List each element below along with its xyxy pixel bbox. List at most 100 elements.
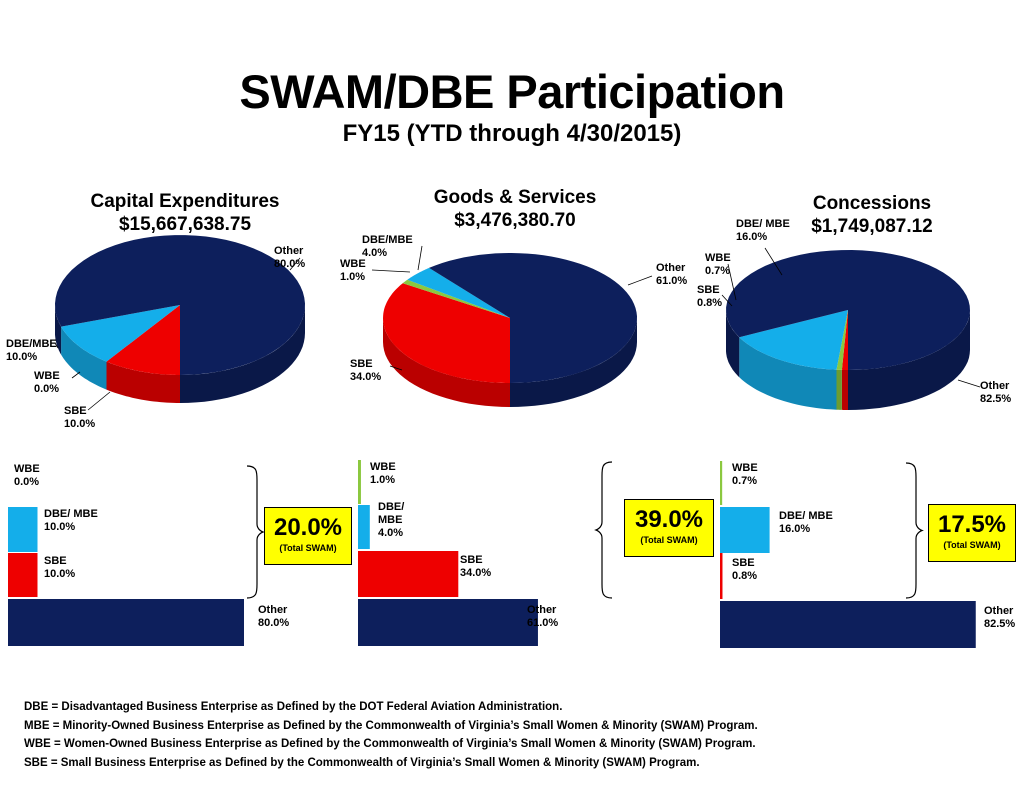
leader-line bbox=[71, 371, 81, 379]
bar-wbe bbox=[358, 460, 361, 504]
bar-label: DBE/ MBE 10.0% bbox=[44, 508, 98, 533]
bar-label: DBE/ MBE 16.0% bbox=[779, 510, 833, 535]
pie-slice-side bbox=[848, 310, 970, 410]
leader-line bbox=[289, 257, 301, 271]
pie-slice bbox=[739, 310, 848, 370]
slice-label-sbe: SBE 34.0% bbox=[350, 358, 381, 384]
slice-label-name: SBE bbox=[64, 405, 87, 417]
bracket bbox=[246, 465, 265, 599]
bracket bbox=[905, 462, 924, 599]
leader-line bbox=[417, 245, 423, 271]
slice-label-name: Other bbox=[656, 262, 686, 274]
footnote-wbe: WBE = Women-Owned Business Enterprise as… bbox=[24, 738, 756, 750]
chart-amount: $1,749,087.12 bbox=[811, 216, 933, 237]
leader-line bbox=[727, 263, 737, 301]
pie-slice-side bbox=[841, 369, 848, 410]
leader-line bbox=[371, 269, 411, 273]
slice-label-value: 0.7% bbox=[705, 265, 731, 277]
slice-label-value: 1.0% bbox=[340, 271, 366, 283]
bar-other bbox=[720, 601, 976, 648]
footnotes: DBE = Disadvantaged Business Enterprise … bbox=[24, 698, 758, 772]
slice-label-value: 16.0% bbox=[736, 231, 768, 243]
page-subtitle: FY15 (YTD through 4/30/2015) bbox=[342, 120, 682, 147]
footnote-dbe: DBE = Disadvantaged Business Enterprise … bbox=[24, 701, 563, 713]
pie-slice bbox=[841, 310, 848, 370]
leader-line bbox=[627, 275, 653, 286]
slice-label-value: 4.0% bbox=[362, 247, 388, 259]
pie-slice bbox=[726, 250, 970, 370]
slice-label-value: 10.0% bbox=[64, 418, 96, 430]
chart-title-text: Capital Expenditures bbox=[90, 191, 280, 212]
page-title: SWAM/DBE Participation bbox=[239, 65, 785, 118]
bar-label: WBE 0.7% bbox=[732, 462, 758, 487]
pie-slice bbox=[402, 279, 510, 318]
slice-label-dbe-mbe: DBE/MBE 10.0% bbox=[6, 338, 57, 364]
bar-label: SBE 0.8% bbox=[732, 557, 757, 582]
bar-wbe bbox=[720, 461, 723, 505]
total-swam-value: 20.0% bbox=[273, 514, 343, 541]
leader-line bbox=[764, 247, 783, 276]
bar-label: WBE 1.0% bbox=[370, 461, 396, 486]
total-swam-box: 17.5% (Total SWAM) bbox=[928, 504, 1016, 562]
bar-sbe bbox=[720, 553, 723, 599]
pie-slice bbox=[383, 283, 510, 383]
slice-label-name: Other bbox=[980, 380, 1010, 392]
slice-label-wbe: WBE 0.0% bbox=[34, 370, 60, 396]
pie-slice-side bbox=[510, 318, 637, 407]
footnote-mbe: MBE = Minority-Owned Business Enterprise… bbox=[24, 719, 758, 732]
slice-label-value: 61.0% bbox=[656, 275, 688, 287]
pie-slice-side bbox=[61, 326, 107, 390]
slice-label-name: DBE/MBE bbox=[362, 234, 413, 246]
leader-line bbox=[721, 294, 733, 307]
total-swam-caption: (Total SWAM) bbox=[279, 543, 337, 553]
pie-slice-side bbox=[55, 305, 62, 355]
slice-label-wbe: WBE 1.0% bbox=[340, 258, 366, 284]
slice-label-sbe: SBE 0.8% bbox=[697, 284, 722, 310]
bar-dbembe bbox=[358, 505, 370, 549]
bar-other bbox=[358, 599, 538, 646]
slice-label-other: Other 82.5% bbox=[980, 380, 1011, 406]
slice-label-value: 34.0% bbox=[350, 371, 382, 383]
bar-dbembe bbox=[8, 507, 38, 552]
bar-other bbox=[8, 599, 244, 646]
slice-label-dbe-mbe: DBE/MBE 4.0% bbox=[362, 234, 413, 260]
bar-label: Other 61.0% bbox=[527, 604, 558, 629]
total-swam-value: 39.0% bbox=[634, 506, 704, 533]
bar-sbe bbox=[358, 551, 459, 597]
bar-label: WBE 0.0% bbox=[14, 463, 40, 488]
slice-label-name: SBE bbox=[350, 358, 373, 370]
leader-line bbox=[389, 365, 403, 371]
pie-slice bbox=[61, 305, 180, 362]
slice-label-value: 0.8% bbox=[697, 297, 723, 309]
chart-title-capital: Capital Expenditures $15,667,638.75 bbox=[70, 190, 300, 236]
pie-slice-side bbox=[106, 361, 180, 403]
pie-slice-side bbox=[726, 310, 740, 378]
pie-slice bbox=[429, 253, 637, 383]
total-swam-caption: (Total SWAM) bbox=[943, 540, 1001, 550]
footnote-sbe: SBE = Small Business Enterprise as Defin… bbox=[24, 756, 700, 769]
slice-label-value: 80.0% bbox=[274, 258, 306, 270]
pie-slice-side bbox=[383, 318, 510, 407]
slice-label-value: 10.0% bbox=[6, 351, 38, 363]
slice-label-other: Other 80.0% bbox=[274, 245, 305, 271]
slice-label-name: WBE bbox=[705, 252, 731, 264]
bar-label: DBE/MBE 4.0% bbox=[378, 501, 404, 539]
leader-line bbox=[87, 391, 111, 411]
total-swam-box: 39.0% (Total SWAM) bbox=[624, 499, 714, 557]
pie-slice-side bbox=[739, 337, 837, 410]
slice-label-name: WBE bbox=[340, 258, 366, 270]
slice-label-wbe: WBE 0.7% bbox=[705, 252, 731, 278]
total-swam-value: 17.5% bbox=[937, 511, 1007, 538]
pie-slice-side bbox=[836, 369, 842, 410]
chart-title-concessions: Concessions $1,749,087.12 bbox=[762, 192, 982, 238]
leader-line bbox=[957, 379, 981, 388]
bar-dbembe bbox=[720, 507, 770, 553]
pie-slice bbox=[836, 310, 848, 370]
slice-label-name: DBE/MBE bbox=[6, 338, 57, 350]
bar-label: Other 82.5% bbox=[984, 605, 1015, 630]
bracket bbox=[594, 461, 613, 599]
slice-label-other: Other 61.0% bbox=[656, 262, 687, 288]
bar-label: SBE 10.0% bbox=[44, 555, 75, 580]
slice-label-name: WBE bbox=[34, 370, 60, 382]
